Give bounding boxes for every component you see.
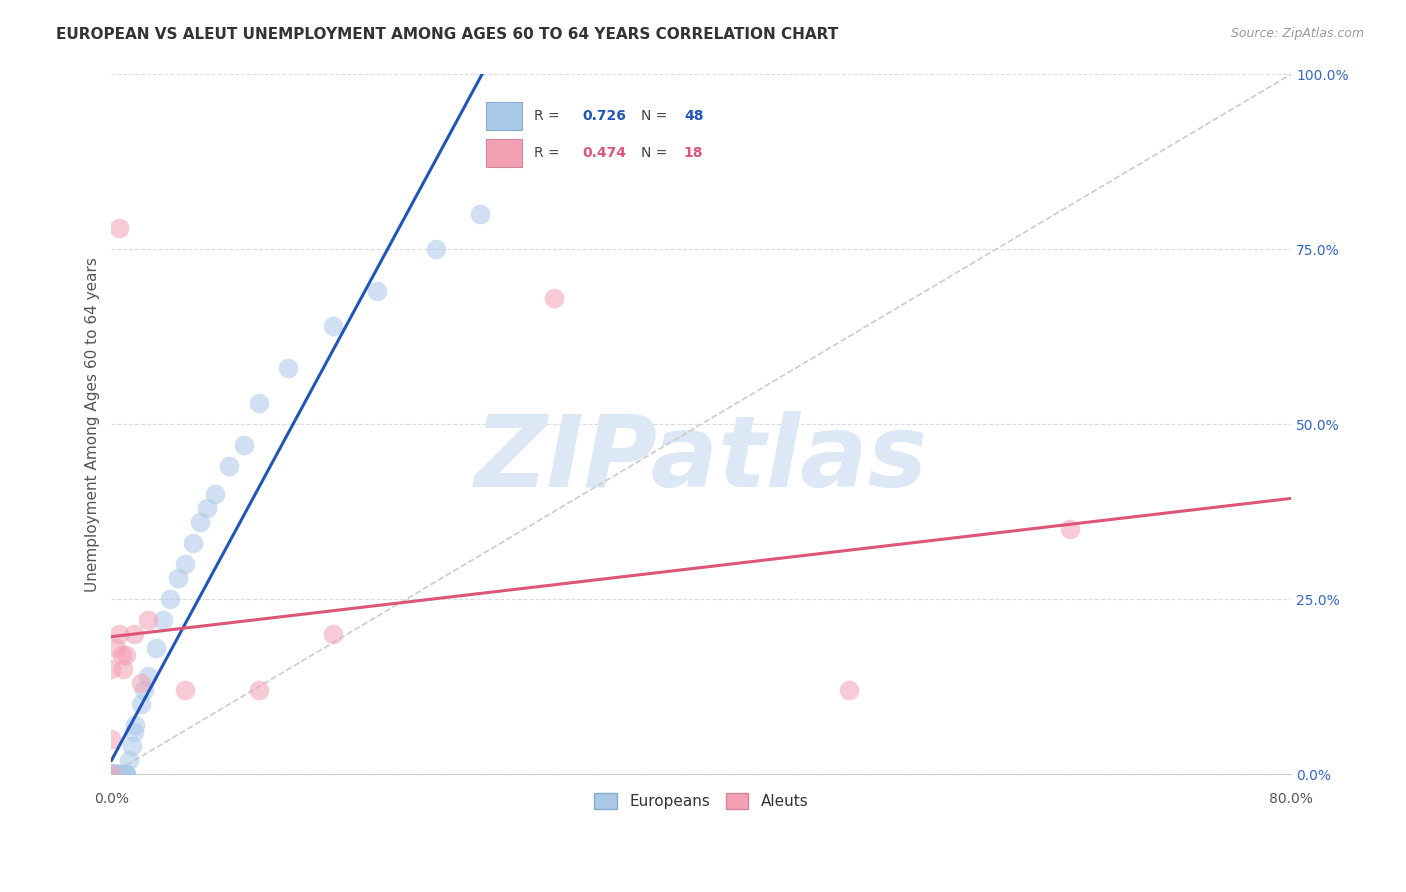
Point xyxy=(188,515,211,529)
Point xyxy=(115,767,138,781)
Point xyxy=(103,767,125,781)
Point xyxy=(100,767,122,781)
Point xyxy=(104,641,127,656)
Point xyxy=(132,683,155,698)
Text: Source: ZipAtlas.com: Source: ZipAtlas.com xyxy=(1230,27,1364,40)
Point xyxy=(107,767,129,781)
Y-axis label: Unemployment Among Ages 60 to 64 years: Unemployment Among Ages 60 to 64 years xyxy=(86,257,100,591)
Point xyxy=(100,767,122,781)
Point xyxy=(247,683,270,698)
Point xyxy=(233,438,256,452)
Point xyxy=(100,732,122,747)
Text: 0.0%: 0.0% xyxy=(94,791,129,805)
Point xyxy=(105,767,128,781)
Point xyxy=(159,592,181,607)
Point xyxy=(1059,522,1081,536)
Point xyxy=(468,207,491,221)
Point xyxy=(838,683,860,698)
Point xyxy=(122,725,145,739)
Point xyxy=(247,396,270,410)
Point xyxy=(322,627,344,641)
Point xyxy=(114,767,136,781)
Point xyxy=(104,767,127,781)
Text: 80.0%: 80.0% xyxy=(1270,791,1313,805)
Point xyxy=(195,501,218,516)
Point xyxy=(105,767,128,781)
Point xyxy=(204,487,226,501)
Point xyxy=(104,767,127,781)
Point xyxy=(100,767,122,781)
Point xyxy=(122,627,145,641)
Point xyxy=(112,767,135,781)
Text: EUROPEAN VS ALEUT UNEMPLOYMENT AMONG AGES 60 TO 64 YEARS CORRELATION CHART: EUROPEAN VS ALEUT UNEMPLOYMENT AMONG AGE… xyxy=(56,27,838,42)
Point xyxy=(145,641,167,656)
Point xyxy=(100,767,122,781)
Point xyxy=(111,648,134,662)
Point xyxy=(107,767,129,781)
Point xyxy=(107,627,129,641)
Point xyxy=(366,284,388,298)
Point xyxy=(543,291,565,305)
Point xyxy=(100,662,122,676)
Legend: Europeans, Aleuts: Europeans, Aleuts xyxy=(588,788,814,815)
Point xyxy=(104,767,127,781)
Point xyxy=(100,767,122,781)
Point xyxy=(124,718,146,732)
Point xyxy=(174,557,197,571)
Point xyxy=(152,613,174,627)
Point xyxy=(181,536,204,550)
Point xyxy=(174,683,197,698)
Point xyxy=(129,676,152,690)
Point xyxy=(101,767,124,781)
Point xyxy=(118,753,141,767)
Point xyxy=(107,221,129,235)
Point xyxy=(218,459,240,474)
Point xyxy=(166,571,188,585)
Point xyxy=(136,613,159,627)
Point xyxy=(129,697,152,711)
Point xyxy=(115,767,138,781)
Point xyxy=(136,669,159,683)
Text: ZIPatlas: ZIPatlas xyxy=(475,410,928,508)
Point xyxy=(100,767,122,781)
Point xyxy=(277,361,299,376)
Point xyxy=(425,242,447,256)
Point xyxy=(100,767,122,781)
Point xyxy=(121,739,143,753)
Point xyxy=(112,662,135,676)
Point xyxy=(103,767,125,781)
Point xyxy=(322,319,344,334)
Point xyxy=(101,767,124,781)
Point xyxy=(103,767,125,781)
Point xyxy=(110,767,132,781)
Point xyxy=(111,767,134,781)
Point xyxy=(115,648,138,662)
